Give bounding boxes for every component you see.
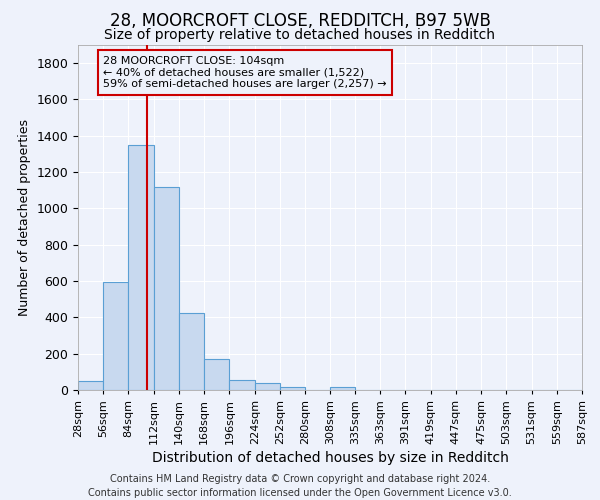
Text: 28 MOORCROFT CLOSE: 104sqm
← 40% of detached houses are smaller (1,522)
59% of s: 28 MOORCROFT CLOSE: 104sqm ← 40% of deta… bbox=[103, 56, 387, 89]
Bar bbox=[179, 313, 204, 390]
Bar bbox=[154, 186, 179, 390]
Bar bbox=[255, 384, 280, 390]
Bar bbox=[331, 388, 355, 390]
Text: Contains HM Land Registry data © Crown copyright and database right 2024.
Contai: Contains HM Land Registry data © Crown c… bbox=[88, 474, 512, 498]
Bar bbox=[103, 282, 128, 390]
Bar bbox=[204, 359, 229, 390]
Bar bbox=[280, 388, 305, 390]
Text: Size of property relative to detached houses in Redditch: Size of property relative to detached ho… bbox=[104, 28, 496, 42]
Bar bbox=[78, 381, 103, 390]
Bar bbox=[128, 145, 154, 390]
Text: 28, MOORCROFT CLOSE, REDDITCH, B97 5WB: 28, MOORCROFT CLOSE, REDDITCH, B97 5WB bbox=[110, 12, 490, 30]
Bar bbox=[229, 380, 255, 390]
X-axis label: Distribution of detached houses by size in Redditch: Distribution of detached houses by size … bbox=[152, 451, 508, 465]
Y-axis label: Number of detached properties: Number of detached properties bbox=[18, 119, 31, 316]
